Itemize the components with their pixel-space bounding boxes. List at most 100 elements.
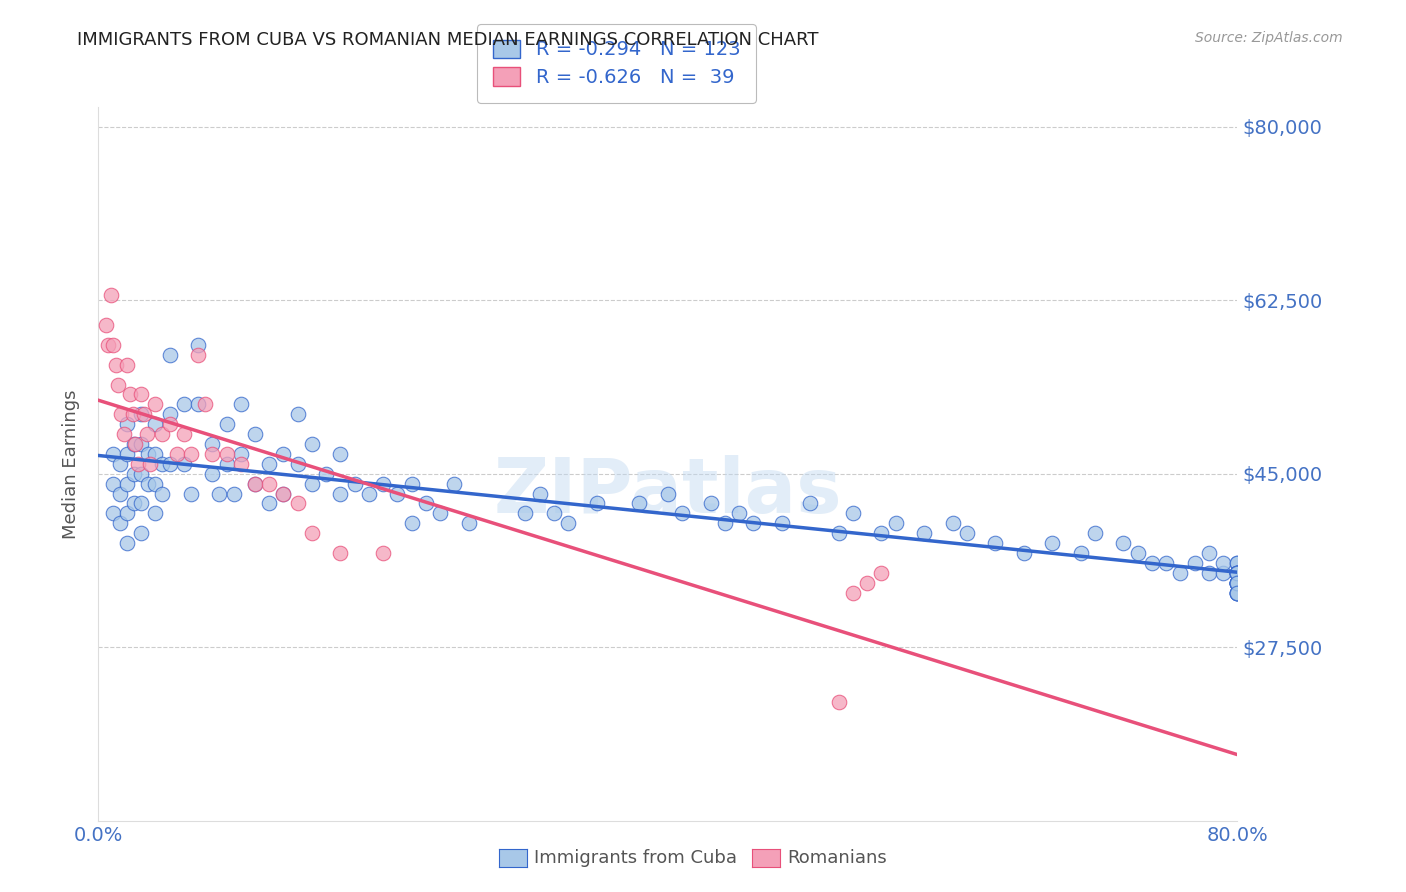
Point [1012,546,1035,560]
Point [728,507,751,521]
Point [108,457,131,471]
Point [457,516,479,531]
Point [1226,575,1249,590]
Point [94,318,117,332]
Point [942,516,965,531]
Point [115,507,138,521]
Legend: R = -0.294   N = 123, R = -0.626   N =  39: R = -0.294 N = 123, R = -0.626 N = 39 [478,24,756,103]
Point [515,507,537,521]
Point [1198,566,1220,580]
Point [1226,575,1249,590]
Point [585,496,607,510]
Point [870,526,893,541]
Point [443,476,465,491]
Point [1226,575,1249,590]
Point [1226,575,1249,590]
Point [101,476,124,491]
Point [657,486,679,500]
Point [1212,556,1234,570]
Point [145,447,167,461]
Point [159,417,181,432]
Point [301,437,323,451]
Point [842,585,865,599]
Point [124,437,146,451]
Point [118,387,141,401]
Point [110,407,132,421]
Point [856,575,879,590]
Point [136,447,159,461]
Point [129,496,152,510]
Point [1226,566,1249,580]
Point [301,476,323,491]
Point [129,407,152,421]
Point [1226,575,1249,590]
Point [315,467,337,481]
Text: ZIPatlas: ZIPatlas [494,456,842,529]
Point [187,348,209,362]
Point [1184,556,1206,570]
Point [115,476,138,491]
Point [243,476,266,491]
Point [159,348,181,362]
Point [770,516,793,531]
Point [259,457,281,471]
Point [1140,556,1163,570]
Point [529,486,551,500]
Point [104,358,127,372]
Point [1212,566,1234,580]
Point [97,338,120,352]
Point [1226,566,1249,580]
Point [152,427,174,442]
Y-axis label: Median Earnings: Median Earnings [62,389,80,539]
Point [287,407,309,421]
Point [273,447,295,461]
Point [173,397,195,411]
Point [329,447,352,461]
Point [145,397,167,411]
Point [215,417,238,432]
Point [135,427,157,442]
Point [401,516,423,531]
Point [1226,556,1249,570]
Point [842,507,865,521]
Point [129,467,152,481]
Point [870,566,893,580]
Text: Immigrants from Cuba: Immigrants from Cuba [534,849,737,867]
Point [259,496,281,510]
Point [145,507,167,521]
Point [699,496,721,510]
Point [373,476,395,491]
Point [101,447,124,461]
Point [132,407,155,421]
Point [984,536,1007,550]
Point [387,486,409,500]
Point [273,486,295,500]
Text: Source: ZipAtlas.com: Source: ZipAtlas.com [1195,31,1343,45]
Point [129,526,152,541]
Point [145,476,167,491]
Point [1226,585,1249,599]
Point [187,397,209,411]
Point [115,358,138,372]
Point [159,407,181,421]
Point [742,516,765,531]
Point [1112,536,1135,550]
Point [543,507,565,521]
Point [129,437,152,451]
Point [1170,566,1192,580]
Point [557,516,579,531]
Point [127,457,149,471]
Point [956,526,979,541]
Point [115,536,138,550]
Point [287,496,309,510]
Point [201,467,224,481]
Point [194,397,217,411]
Point [215,457,238,471]
Point [415,496,437,510]
Point [115,417,138,432]
Point [1084,526,1107,541]
Point [1126,546,1149,560]
Point [1226,585,1249,599]
Point [229,457,252,471]
Point [1226,566,1249,580]
